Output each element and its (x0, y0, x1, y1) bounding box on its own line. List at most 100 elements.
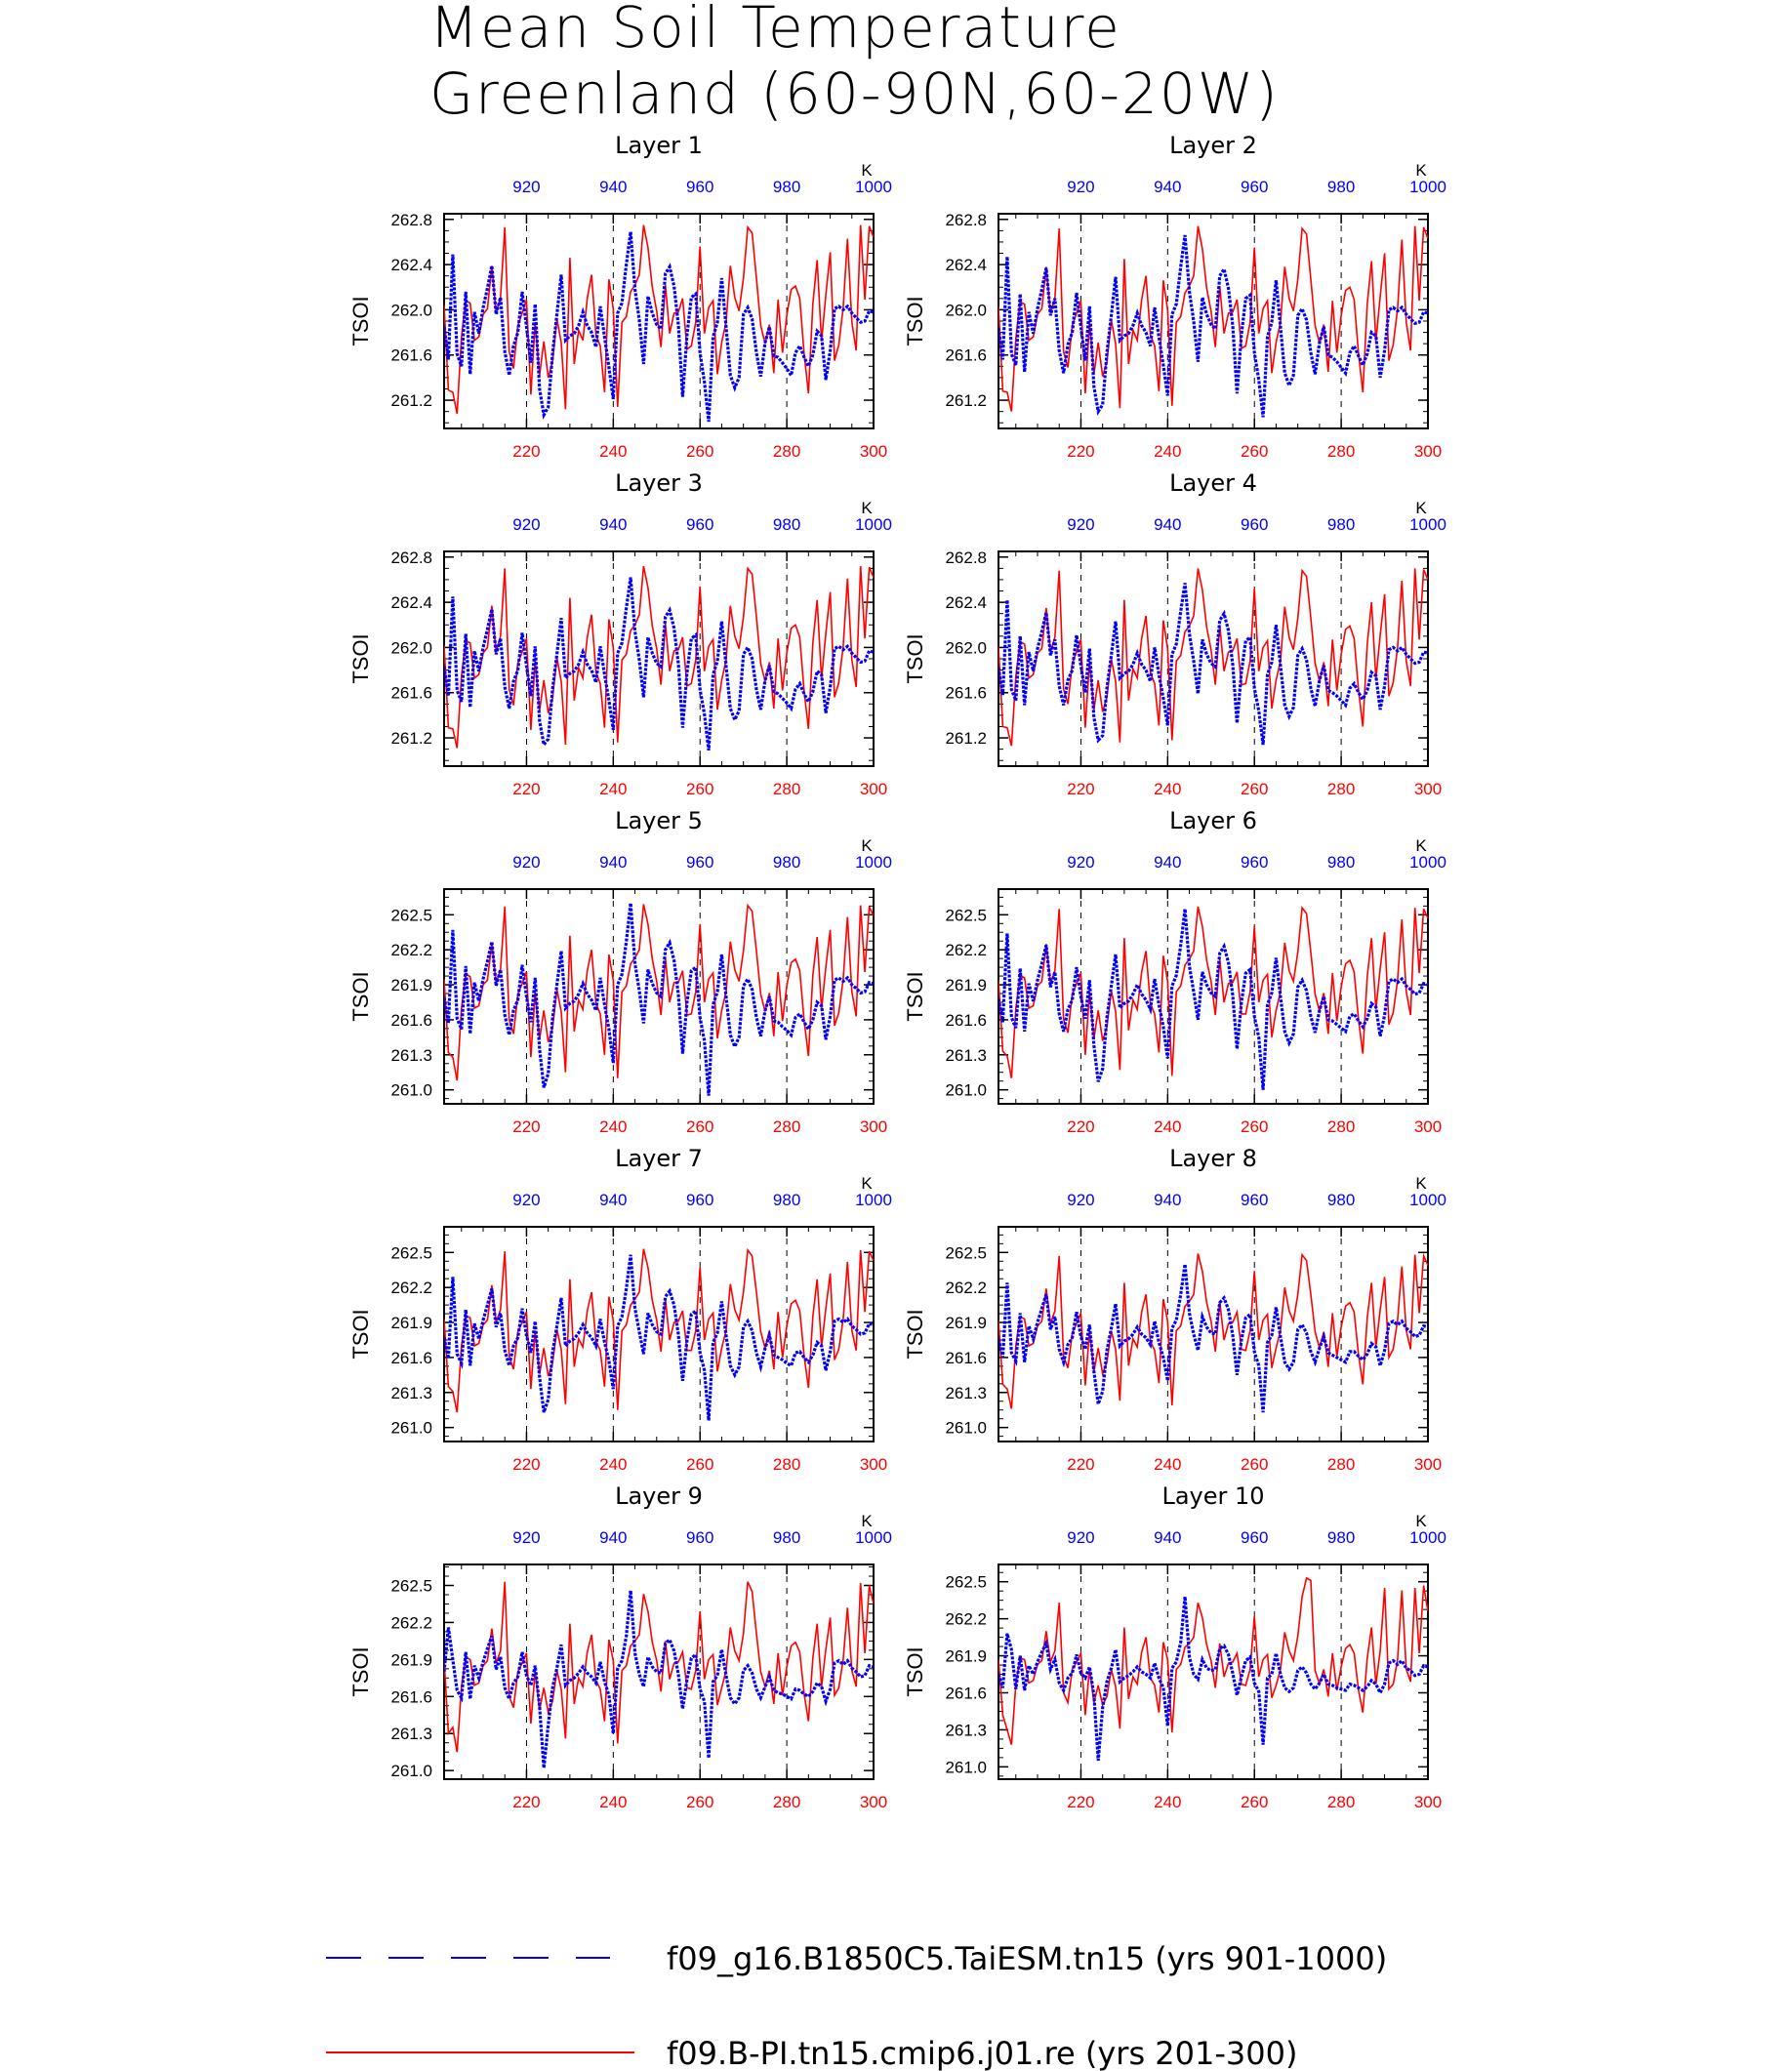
y-tick-label: 261.6 (390, 346, 432, 365)
y-tick-label: 261.6 (390, 1349, 432, 1367)
panel-title: Layer 1 (615, 132, 703, 159)
x-top-tick-label: 980 (773, 1528, 800, 1547)
y-tick-label: 261.9 (390, 976, 432, 995)
series-line-blue (998, 583, 1428, 746)
figure-title-line-2: Greenland (60-90N,60-20W) (429, 61, 1280, 127)
x-bottom-tick-label: 280 (1327, 1117, 1355, 1136)
series-line-red (444, 224, 874, 415)
x-top-tick-label: 960 (1241, 515, 1268, 534)
y-tick-label: 261.0 (390, 1419, 432, 1438)
x-bottom-tick-label: 220 (1067, 442, 1094, 461)
x-top-unit-label: K (1415, 836, 1427, 855)
y-tick-label: 261.9 (945, 1647, 987, 1666)
y-tick-label: 262.4 (945, 593, 987, 612)
x-bottom-tick-label: 300 (860, 1117, 887, 1136)
x-bottom-tick-label: 280 (773, 780, 800, 798)
y-tick-label: 261.6 (945, 1684, 987, 1702)
y-tick-label: 262.4 (390, 256, 432, 274)
y-tick-label: 261.0 (390, 1081, 432, 1100)
x-bottom-tick-label: 260 (686, 780, 713, 798)
y-tick-label: 261.9 (945, 1314, 987, 1332)
y-tick-label: 262.5 (390, 906, 432, 924)
y-tick-label: 261.6 (945, 1349, 987, 1367)
y-tick-label: 261.3 (945, 1721, 987, 1739)
x-bottom-tick-label: 280 (1327, 442, 1355, 461)
x-bottom-tick-label: 260 (686, 1793, 713, 1811)
y-tick-label: 261.6 (945, 346, 987, 365)
x-top-tick-label: 940 (599, 515, 627, 534)
x-top-tick-label: 940 (1154, 178, 1181, 196)
legend-label-blue: f09_g16.B1850C5.TaiESM.tn15 (yrs 901-100… (667, 1940, 1387, 1977)
series-line-red (998, 225, 1428, 412)
x-bottom-tick-label: 220 (512, 442, 540, 461)
x-bottom-tick-label: 300 (860, 780, 887, 798)
plot-frame (998, 888, 1429, 1105)
series-line-blue (444, 1254, 874, 1421)
y-tick-label: 261.6 (390, 684, 432, 703)
y-tick-label: 261.2 (390, 729, 432, 748)
y-tick-label: 261.6 (390, 1011, 432, 1030)
x-bottom-tick-label: 220 (512, 1117, 540, 1136)
x-bottom-tick-label: 300 (1414, 1793, 1442, 1811)
x-top-tick-label: 920 (1067, 515, 1094, 534)
y-tick-label: 262.8 (390, 211, 432, 229)
x-top-tick-label: 940 (599, 178, 627, 196)
plot-frame (998, 1563, 1429, 1780)
x-top-tick-label: 1000 (1409, 853, 1446, 872)
x-top-tick-label: 1000 (855, 515, 892, 534)
series-line-red (444, 565, 874, 749)
y-tick-label: 261.6 (945, 1011, 987, 1030)
panel-title: Layer 2 (1169, 132, 1257, 159)
x-bottom-tick-label: 260 (1241, 442, 1268, 461)
x-top-tick-label: 920 (512, 1528, 540, 1547)
y-tick-label: 261.3 (945, 1046, 987, 1065)
y-tick-label: 262.5 (945, 1573, 987, 1592)
y-tick-label: 261.3 (390, 1046, 432, 1065)
x-bottom-tick-label: 300 (1414, 780, 1442, 798)
x-top-unit-label: K (861, 161, 873, 180)
y-tick-label: 261.2 (945, 729, 987, 748)
y-tick-label: 261.0 (945, 1419, 987, 1438)
x-top-tick-label: 920 (512, 515, 540, 534)
x-top-tick-label: 960 (686, 853, 713, 872)
x-top-tick-label: 960 (686, 515, 713, 534)
x-bottom-tick-label: 300 (860, 1455, 887, 1474)
series-line-blue (444, 231, 874, 423)
legend: f09_g16.B1850C5.TaiESM.tn15 (yrs 901-100… (326, 1940, 1387, 2071)
x-bottom-tick-label: 260 (686, 1117, 713, 1136)
x-top-tick-label: 1000 (855, 1191, 892, 1209)
y-axis-label: TSOI (348, 296, 373, 345)
x-top-tick-label: 960 (1241, 1528, 1268, 1547)
x-top-tick-label: 980 (1327, 1191, 1355, 1209)
x-top-tick-label: 920 (1067, 1528, 1094, 1547)
series-line-blue (998, 1264, 1428, 1413)
x-bottom-tick-label: 280 (773, 1793, 800, 1811)
y-axis-label: TSOI (348, 971, 373, 1021)
x-top-tick-label: 960 (1241, 853, 1268, 872)
panel-title: Layer 4 (1169, 469, 1257, 497)
panel-title: Layer 7 (615, 1145, 703, 1172)
y-tick-label: 262.2 (390, 1613, 432, 1632)
x-top-tick-label: 980 (773, 1191, 800, 1209)
y-tick-label: 261.0 (945, 1758, 987, 1776)
y-axis-label: TSOI (348, 1646, 373, 1696)
x-top-tick-label: 920 (1067, 178, 1094, 196)
x-top-tick-label: 940 (1154, 515, 1181, 534)
series-line-red (998, 1252, 1428, 1409)
x-top-tick-label: 920 (512, 1191, 540, 1209)
series-line-red (998, 1576, 1428, 1745)
x-top-tick-label: 980 (1327, 178, 1355, 196)
x-top-unit-label: K (861, 1174, 873, 1193)
x-top-unit-label: K (1415, 499, 1427, 517)
x-top-tick-label: 1000 (855, 1528, 892, 1547)
y-tick-label: 262.5 (390, 1243, 432, 1262)
y-tick-label: 261.6 (945, 684, 987, 703)
y-tick-label: 261.0 (390, 1762, 432, 1780)
y-axis-label: TSOI (348, 1309, 373, 1359)
y-axis-label: TSOI (903, 971, 927, 1021)
x-top-tick-label: 980 (773, 178, 800, 196)
